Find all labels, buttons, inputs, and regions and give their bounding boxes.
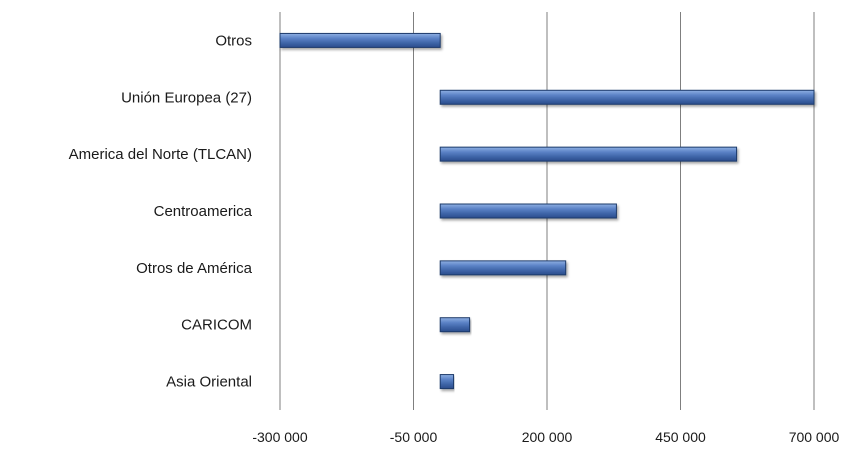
bar bbox=[279, 32, 441, 48]
category-label: CARICOM bbox=[181, 317, 252, 334]
category-label: Otros bbox=[215, 32, 252, 49]
bar bbox=[439, 260, 567, 276]
x-tick-label: -300 000 bbox=[252, 429, 307, 445]
x-tick-label: 200 000 bbox=[522, 429, 573, 445]
category-label: Unión Europea (27) bbox=[121, 89, 252, 106]
bar bbox=[439, 374, 455, 390]
bar bbox=[439, 146, 738, 162]
category-label: Otros de América bbox=[136, 260, 253, 277]
category-labels: Otros Unión Europea (27) America del Norte… bbox=[69, 32, 253, 390]
category-label: Asia Oriental bbox=[166, 374, 252, 391]
category-label: Centroamerica bbox=[154, 203, 253, 220]
category-label: America del Norte (TLCAN) bbox=[69, 146, 252, 163]
x-tick-label: -50 000 bbox=[390, 429, 438, 445]
x-tick-label: 450 000 bbox=[655, 429, 706, 445]
bars bbox=[279, 32, 815, 390]
x-tick-label: 700 000 bbox=[789, 429, 840, 445]
bar bbox=[439, 203, 617, 219]
tick-labels: -300 000 -50 000 200 000 450 000 700 000 bbox=[252, 429, 839, 445]
bar bbox=[439, 317, 471, 333]
bar bbox=[439, 89, 815, 105]
